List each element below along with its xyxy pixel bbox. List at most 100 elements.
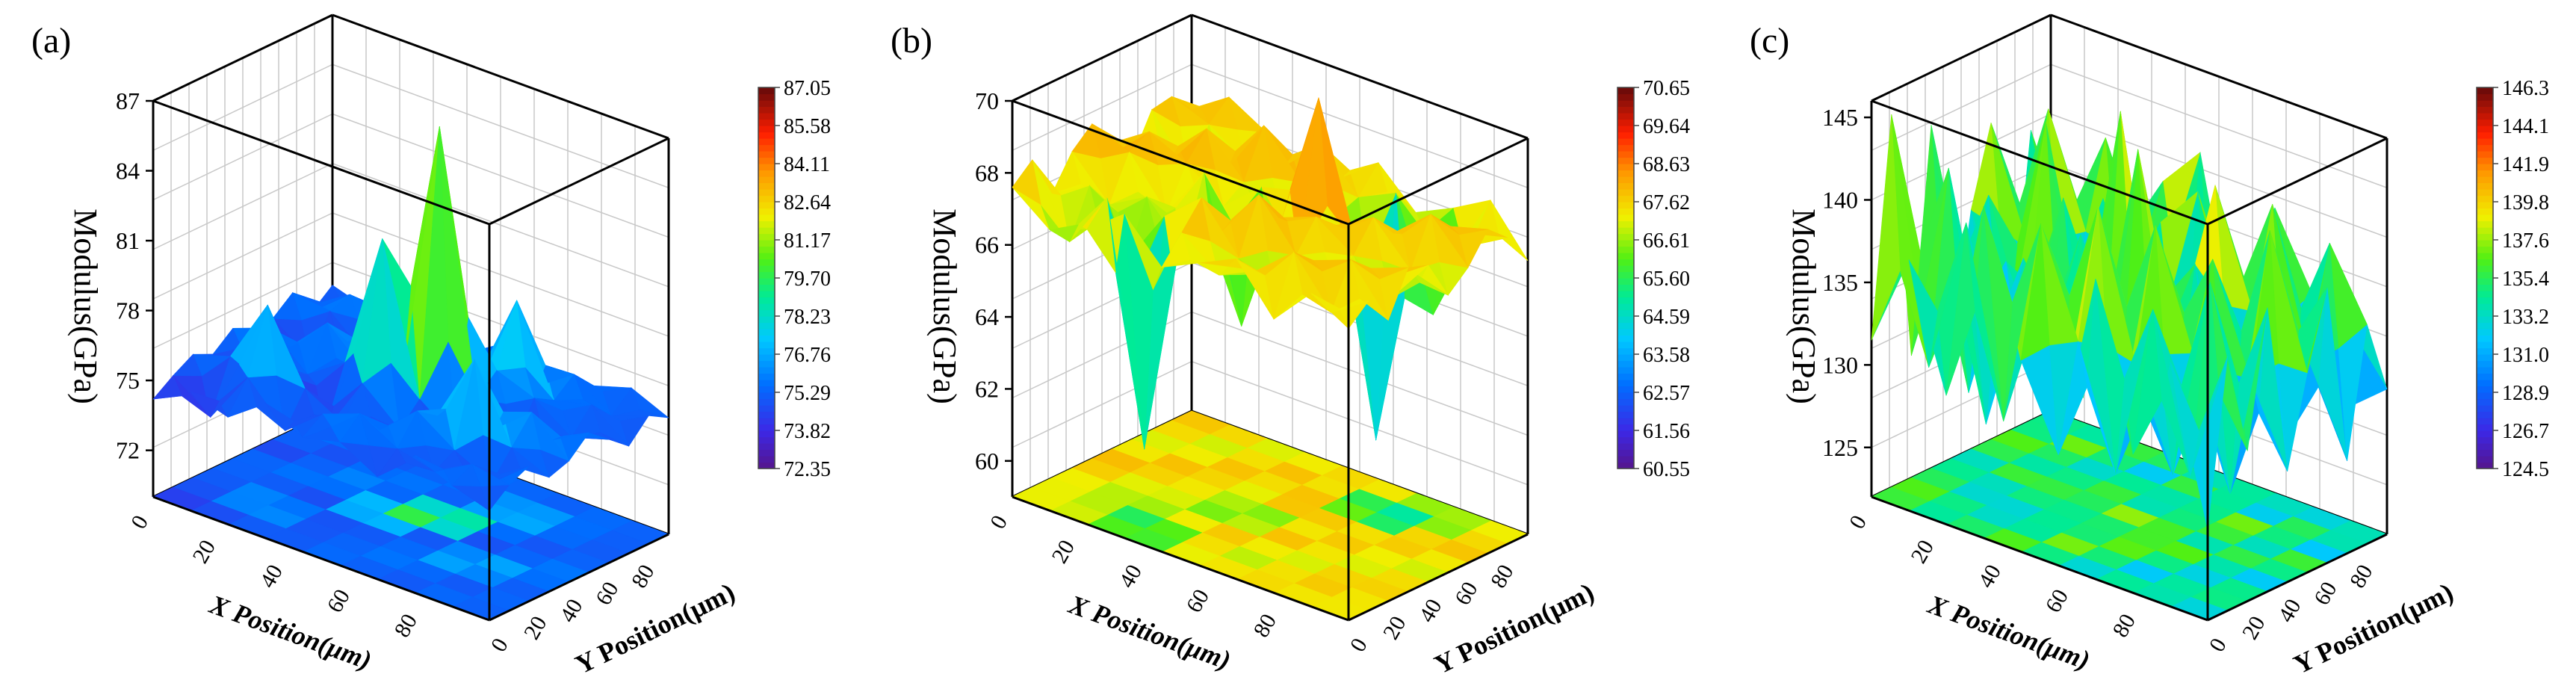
x-tick-label: 20 [1047,536,1080,567]
z-tick-label: 125 [1822,434,1858,461]
grid-line [332,163,669,288]
surface-facet [2058,341,2087,455]
colorbar-segment [1617,208,1634,215]
colorbar-segment [758,380,775,387]
grid-line [1191,64,1529,188]
colorbar-segment [758,113,775,120]
box-edge [332,13,669,140]
colorbar-segment [2477,220,2493,228]
colorbar-segment [1617,411,1634,418]
surface-facet [329,294,359,320]
z-tick-label: 64 [975,303,999,330]
z-tick-label: 135 [1822,269,1858,296]
colorbar-segment [758,335,775,342]
colorbar-segment [758,195,775,203]
colorbar-tick-label: 72.35 [784,458,831,481]
colorbar-segment [758,189,775,197]
surface-facet [247,304,277,378]
colorbar-segment [1617,87,1634,95]
surface-facet [1089,185,1118,212]
surface-facet [2095,279,2125,474]
surface-facet [533,398,563,411]
y-tick-label: 80 [2345,560,2378,592]
colorbar-segment [758,176,775,184]
surface-facet [1295,216,1325,256]
colorbar-segment [758,291,775,298]
grid-line [152,113,333,201]
colorbar-segment [1617,462,1634,469]
colorbar-segment [1617,151,1634,158]
colorbar-segment [1617,430,1634,438]
colorbar-segment [2477,126,2493,133]
surface-facet [1258,194,1288,222]
y-tick-label: 60 [1450,578,1483,609]
colorbar-tick-label: 79.70 [784,268,831,291]
colorbar-segment [758,126,775,133]
colorbar-tick-label: 85.58 [784,115,831,138]
colorbar-segment [1617,164,1634,171]
colorbar-segment [1617,449,1634,457]
y-tick-label: 0 [1346,634,1372,656]
grid-line [152,163,333,250]
panel-label: (c) [1750,21,1789,61]
colorbar-segment [1617,335,1634,342]
surface-facet [610,387,641,417]
colorbar-segment [2477,271,2493,279]
surface-facet [152,375,182,400]
colorbar-segment [2477,119,2493,126]
y-tick-label: 60 [591,578,624,609]
z-tick-label: 140 [1822,187,1858,214]
colorbar-segment [758,93,775,101]
colorbar-tick-label: 70.65 [1643,77,1690,100]
colorbar-segment [2477,386,2493,393]
colorbar-tick-label: 60.55 [1643,458,1690,481]
colorbar-segment [758,271,775,279]
x-tick-label: 80 [1248,610,1281,641]
z-axis-title: Modulus(GPa) [926,208,963,404]
grid-line [1012,361,1192,448]
colorbar-segment [758,341,775,349]
box-edge [1012,99,1349,226]
y-tick-label: 60 [2309,578,2342,609]
colorbar-segment [1617,240,1634,247]
colorbar-tick-label: 69.64 [1643,115,1690,138]
colorbar-tick-label: 141.9 [2502,153,2549,176]
colorbar-segment [2477,354,2493,362]
colorbar-tick-label: 128.9 [2502,382,2549,405]
colorbar-segment [1617,132,1634,139]
colorbar-segment [2477,164,2493,171]
colorbar-segment [758,322,775,330]
box-edge [1871,99,2208,226]
colorbar-tick-label: 67.62 [1643,191,1690,214]
colorbar-segment [2477,373,2493,380]
colorbar-segment [758,265,775,273]
colorbar-segment [2477,208,2493,215]
surface-facet [1316,217,1346,229]
z-tick-label: 81 [116,227,140,254]
colorbar-segment [1617,418,1634,425]
surface-facet [1273,252,1303,321]
z-tick-labels: 125 130 135 140 145 [1822,104,1871,461]
colorbar-segment [1617,265,1634,273]
colorbar-segment [1617,373,1634,380]
grid-line [1871,361,2052,448]
box-edge [1012,13,1192,102]
z-tick-label: 145 [1822,104,1858,131]
axis-box-front [1871,99,2388,622]
colorbar-segment [2477,449,2493,457]
box-edge [1191,13,1529,140]
colorbar-segment [758,106,775,114]
colorbar-segment [1617,360,1634,368]
surface-facet [1071,123,1101,158]
colorbar-segment [1617,246,1634,253]
colorbar-segment [758,151,775,158]
colorbar-segment [758,424,775,431]
surface-facet [212,327,242,355]
grid-line [1012,64,1192,151]
colorbar-segment [2477,259,2493,266]
surface-facet [453,359,484,451]
colorbar-segment [2477,106,2493,114]
colorbar-tick-label: 68.63 [1643,153,1690,176]
surface [1012,96,1529,450]
